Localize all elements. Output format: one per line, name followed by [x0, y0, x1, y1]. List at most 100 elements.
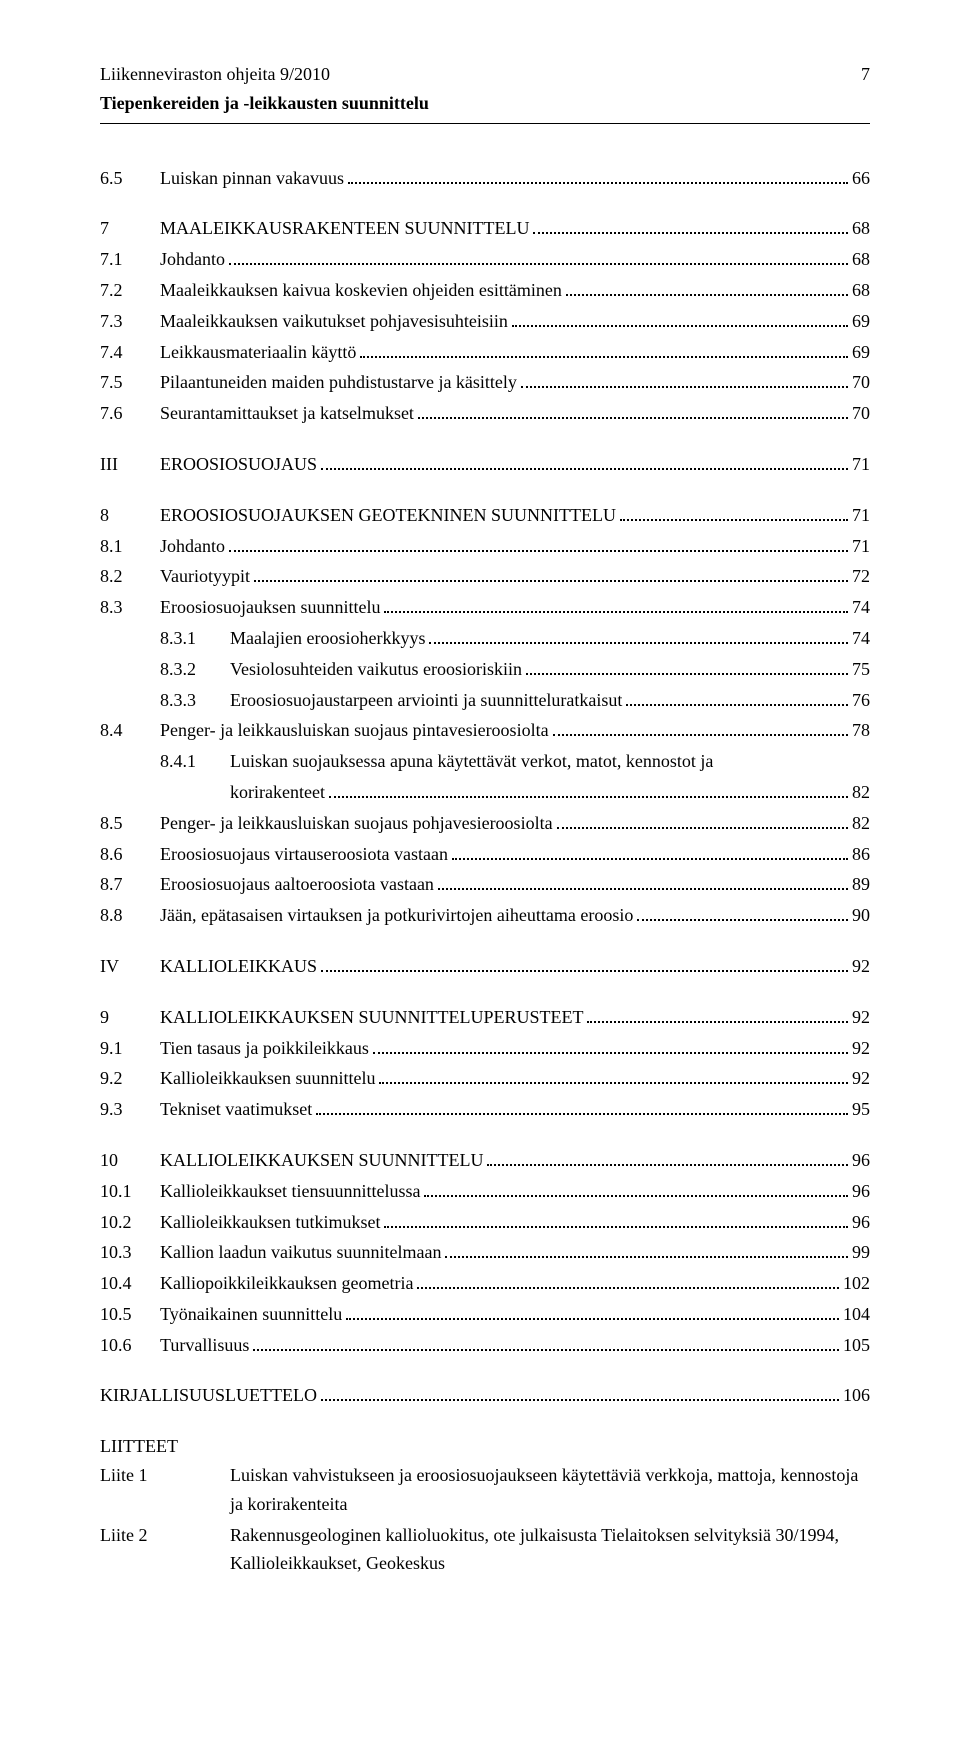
toc-label: EROOSIOSUOJAUKSEN GEOTEKNINEN SUUNNITTEL… [160, 501, 616, 530]
toc-label: Penger- ja leikkausluiskan suojaus pinta… [160, 716, 549, 745]
toc-page: 68 [852, 214, 870, 243]
toc-label: Vesiolosuhteiden vaikutus eroosioriskiin [230, 655, 522, 684]
toc-page: 104 [843, 1300, 870, 1329]
toc-dots [321, 1399, 839, 1401]
toc-entry: 10.2Kallioleikkauksen tutkimukset96 [100, 1208, 870, 1237]
toc-page: 76 [852, 686, 870, 715]
toc-label: Jään, epätasaisen virtauksen ja potkuriv… [160, 901, 633, 930]
toc-page: 106 [843, 1381, 870, 1410]
toc-dots [452, 858, 848, 860]
toc-entry: 8.7Eroosiosuojaus aaltoeroosiota vastaan… [100, 870, 870, 899]
toc-number: 7.1 [100, 245, 160, 274]
toc-page: 69 [852, 338, 870, 367]
toc-label: Eroosiosuojauksen suunnittelu [160, 593, 380, 622]
toc-page: 86 [852, 840, 870, 869]
liite-item: Liite 1Luiskan vahvistukseen ja eroosios… [100, 1461, 870, 1519]
toc-page: 102 [843, 1269, 870, 1298]
toc-number: 9.1 [100, 1034, 160, 1063]
toc-page: 78 [852, 716, 870, 745]
toc-page: 96 [852, 1177, 870, 1206]
toc-dots [229, 263, 848, 265]
toc-page: 90 [852, 901, 870, 930]
toc-label: Kallion laadun vaikutus suunnitelmaan [160, 1238, 441, 1267]
toc-number: 6.5 [100, 164, 160, 193]
toc-number: 8.4 [100, 716, 160, 745]
toc-page: 92 [852, 1003, 870, 1032]
toc-subentry-continuation: korirakenteet82 [100, 778, 870, 807]
toc-label: Kallioleikkauksen tutkimukset [160, 1208, 380, 1237]
toc-entry: IIIEROOSIOSUOJAUS71 [100, 450, 870, 479]
liite-label: Liite 2 [100, 1521, 230, 1579]
header-line1: Liikenneviraston ohjeita 9/2010 [100, 60, 429, 89]
toc-page: 72 [852, 562, 870, 591]
toc-page: 70 [852, 368, 870, 397]
liitteet-section: LIITTEET Liite 1Luiskan vahvistukseen ja… [100, 1432, 870, 1578]
toc-dots [429, 642, 848, 644]
liite-text: Luiskan vahvistukseen ja eroosiosuojauks… [230, 1461, 870, 1519]
toc-page: 71 [852, 532, 870, 561]
toc-dots [329, 796, 848, 798]
toc-label: Johdanto [160, 532, 225, 561]
toc-page: 96 [852, 1146, 870, 1175]
toc-dots [321, 970, 848, 972]
toc-page: 92 [852, 1034, 870, 1063]
toc-number: 8.4.1 [160, 747, 230, 776]
toc-number: 8 [100, 501, 160, 530]
toc-page: 95 [852, 1095, 870, 1124]
toc-page: 75 [852, 655, 870, 684]
toc-entry: 7.2Maaleikkauksen kaivua koskevien ohjei… [100, 276, 870, 305]
toc-label: Eroosiosuojaustarpeen arviointi ja suunn… [230, 686, 622, 715]
toc-dots [526, 673, 848, 675]
liite-text: Rakennusgeologinen kallioluokitus, ote j… [230, 1521, 870, 1579]
toc-dots [557, 827, 848, 829]
toc-number: 10 [100, 1146, 160, 1175]
toc-entry: 8.8Jään, epätasaisen virtauksen ja potku… [100, 901, 870, 930]
toc-label: Tekniset vaatimukset [160, 1095, 312, 1124]
toc-label: Leikkausmateriaalin käyttö [160, 338, 356, 367]
toc-number: 9.2 [100, 1064, 160, 1093]
toc-label: KALLIOLEIKKAUKSEN SUUNNITTELUPERUSTEET [160, 1003, 583, 1032]
toc-dots [418, 417, 848, 419]
toc-number: 7.3 [100, 307, 160, 336]
toc-label: Vauriotyypit [160, 562, 250, 591]
toc-number: 8.3.2 [160, 655, 230, 684]
toc-entry: 9.3Tekniset vaatimukset 95 [100, 1095, 870, 1124]
toc-dots [373, 1052, 848, 1054]
toc-number: 9.3 [100, 1095, 160, 1124]
toc-number: 10.4 [100, 1269, 160, 1298]
toc-number: 10.1 [100, 1177, 160, 1206]
toc-dots [424, 1195, 848, 1197]
toc-entry: 9.1Tien tasaus ja poikkileikkaus92 [100, 1034, 870, 1063]
toc-number: 8.3 [100, 593, 160, 622]
toc-number: 8.8 [100, 901, 160, 930]
toc-dots [254, 580, 848, 582]
toc-label: EROOSIOSUOJAUS [160, 450, 317, 479]
toc-entry: 7.3Maaleikkauksen vaikutukset pohjavesis… [100, 307, 870, 336]
liitteet-heading: LIITTEET [100, 1432, 870, 1461]
toc-entry: KIRJALLISUUSLUETTELO106 [100, 1381, 870, 1410]
toc-label: Penger- ja leikkausluiskan suojaus pohja… [160, 809, 553, 838]
toc-entry: 8.2Vauriotyypit 72 [100, 562, 870, 591]
toc-entry: 8.4Penger- ja leikkausluiskan suojaus pi… [100, 716, 870, 745]
toc-dots [566, 294, 848, 296]
toc-label: Pilaantuneiden maiden puhdistustarve ja … [160, 368, 517, 397]
page-header: Liikenneviraston ohjeita 9/2010 Tiepenke… [100, 60, 870, 118]
toc-number: 9 [100, 1003, 160, 1032]
toc-entry: IVKALLIOLEIKKAUS92 [100, 952, 870, 981]
header-line2: Tiepenkereiden ja -leikkausten suunnitte… [100, 89, 429, 118]
toc-dots [438, 888, 848, 890]
toc-number: 8.6 [100, 840, 160, 869]
toc-label: KALLIOLEIKKAUKSEN SUUNNITTELU [160, 1146, 483, 1175]
toc-label: Luiskan suojauksessa apuna käytettävät v… [230, 747, 713, 776]
toc-number: 8.1 [100, 532, 160, 561]
toc-number: 10.2 [100, 1208, 160, 1237]
toc-dots [620, 519, 848, 521]
toc-dots [379, 1082, 848, 1084]
toc-entry: 8.3Eroosiosuojauksen suunnittelu74 [100, 593, 870, 622]
toc-number: 8.2 [100, 562, 160, 591]
toc-page: 66 [852, 164, 870, 193]
toc-number: 8.3.1 [160, 624, 230, 653]
toc-dots [553, 734, 848, 736]
page-number: 7 [861, 60, 870, 89]
toc-subentry: 8.3.3Eroosiosuojaustarpeen arviointi ja … [100, 686, 870, 715]
